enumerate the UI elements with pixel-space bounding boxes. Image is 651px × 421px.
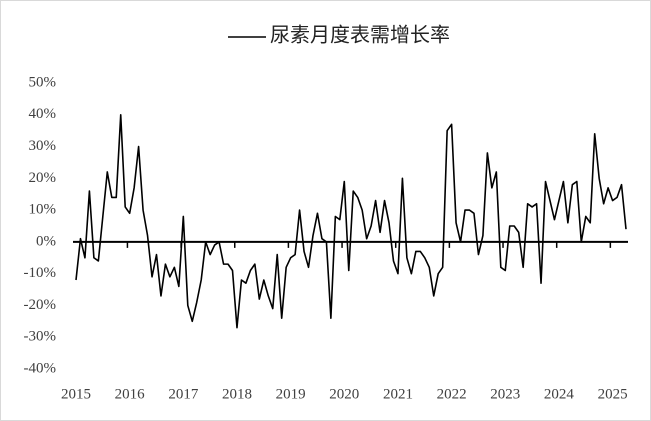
- x-tick-label: 2015: [61, 386, 91, 402]
- x-tick-label: 2022: [437, 386, 467, 402]
- x-tick-label: 2025: [598, 386, 628, 402]
- y-tick-label: -30%: [24, 329, 57, 345]
- x-tick-label: 2017: [168, 386, 199, 402]
- x-tick-label: 2019: [276, 386, 306, 402]
- x-tick-label: 2020: [329, 386, 359, 402]
- x-tick-label: 2021: [383, 386, 413, 402]
- y-tick-label: 50%: [29, 74, 57, 90]
- x-tick-label: 2023: [490, 386, 520, 402]
- x-tick-label: 2024: [544, 386, 575, 402]
- y-tick-label: 20%: [29, 170, 57, 186]
- x-tick-label: 2018: [222, 386, 252, 402]
- y-tick-label: -20%: [24, 297, 57, 313]
- y-tick-label: 0%: [36, 233, 56, 249]
- series-line: [75, 113, 627, 329]
- y-tick-label: 10%: [29, 202, 57, 218]
- y-tick-label: 30%: [29, 138, 57, 154]
- y-tick-label: -10%: [24, 265, 57, 281]
- x-tick-label: 2016: [115, 386, 146, 402]
- legend-label: 尿素月度表需增长率: [270, 24, 450, 47]
- y-tick-label: -40%: [24, 360, 57, 376]
- y-tick-label: 40%: [29, 106, 57, 122]
